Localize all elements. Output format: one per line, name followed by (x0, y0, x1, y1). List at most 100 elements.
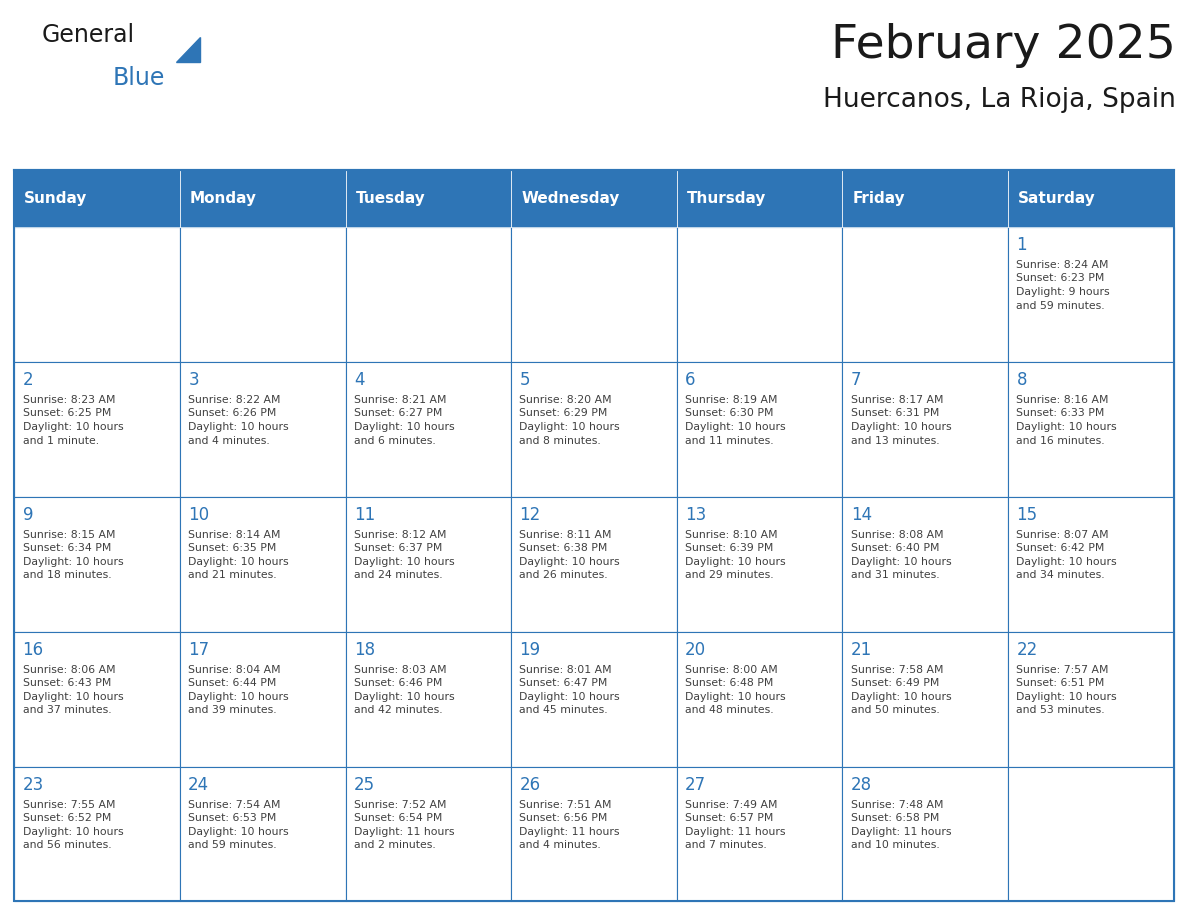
Text: Sunrise: 8:06 AM
Sunset: 6:43 PM
Daylight: 10 hours
and 37 minutes.: Sunrise: 8:06 AM Sunset: 6:43 PM Dayligh… (23, 665, 124, 715)
FancyBboxPatch shape (511, 632, 677, 767)
Text: Sunrise: 8:14 AM
Sunset: 6:35 PM
Daylight: 10 hours
and 21 minutes.: Sunrise: 8:14 AM Sunset: 6:35 PM Dayligh… (188, 530, 289, 580)
Text: Sunrise: 8:03 AM
Sunset: 6:46 PM
Daylight: 10 hours
and 42 minutes.: Sunrise: 8:03 AM Sunset: 6:46 PM Dayligh… (354, 665, 455, 715)
FancyBboxPatch shape (1009, 767, 1174, 901)
FancyBboxPatch shape (346, 170, 511, 227)
Text: Sunrise: 8:24 AM
Sunset: 6:23 PM
Daylight: 9 hours
and 59 minutes.: Sunrise: 8:24 AM Sunset: 6:23 PM Dayligh… (1017, 260, 1110, 310)
Text: Sunrise: 8:00 AM
Sunset: 6:48 PM
Daylight: 10 hours
and 48 minutes.: Sunrise: 8:00 AM Sunset: 6:48 PM Dayligh… (685, 665, 785, 715)
Text: 16: 16 (23, 641, 44, 659)
Text: 4: 4 (354, 371, 365, 389)
FancyBboxPatch shape (14, 767, 179, 901)
Text: Sunrise: 7:54 AM
Sunset: 6:53 PM
Daylight: 10 hours
and 59 minutes.: Sunrise: 7:54 AM Sunset: 6:53 PM Dayligh… (188, 800, 289, 850)
FancyBboxPatch shape (14, 497, 179, 632)
Text: 9: 9 (23, 506, 33, 524)
Text: 22: 22 (1017, 641, 1037, 659)
FancyBboxPatch shape (677, 170, 842, 227)
FancyBboxPatch shape (842, 497, 1009, 632)
FancyBboxPatch shape (842, 170, 1009, 227)
Text: 3: 3 (188, 371, 198, 389)
FancyBboxPatch shape (842, 362, 1009, 497)
Text: General: General (42, 23, 134, 47)
Text: Sunrise: 8:16 AM
Sunset: 6:33 PM
Daylight: 10 hours
and 16 minutes.: Sunrise: 8:16 AM Sunset: 6:33 PM Dayligh… (1017, 395, 1117, 445)
Text: Sunrise: 8:12 AM
Sunset: 6:37 PM
Daylight: 10 hours
and 24 minutes.: Sunrise: 8:12 AM Sunset: 6:37 PM Dayligh… (354, 530, 455, 580)
Text: Monday: Monday (190, 191, 257, 206)
Text: 23: 23 (23, 776, 44, 794)
Text: Sunrise: 7:51 AM
Sunset: 6:56 PM
Daylight: 11 hours
and 4 minutes.: Sunrise: 7:51 AM Sunset: 6:56 PM Dayligh… (519, 800, 620, 850)
FancyBboxPatch shape (677, 227, 842, 362)
Text: Sunrise: 7:55 AM
Sunset: 6:52 PM
Daylight: 10 hours
and 56 minutes.: Sunrise: 7:55 AM Sunset: 6:52 PM Dayligh… (23, 800, 124, 850)
FancyBboxPatch shape (1009, 362, 1174, 497)
Text: Tuesday: Tuesday (355, 191, 425, 206)
FancyBboxPatch shape (14, 170, 179, 227)
FancyBboxPatch shape (677, 497, 842, 632)
Text: Sunrise: 8:20 AM
Sunset: 6:29 PM
Daylight: 10 hours
and 8 minutes.: Sunrise: 8:20 AM Sunset: 6:29 PM Dayligh… (519, 395, 620, 445)
Text: 17: 17 (188, 641, 209, 659)
Text: Sunrise: 7:58 AM
Sunset: 6:49 PM
Daylight: 10 hours
and 50 minutes.: Sunrise: 7:58 AM Sunset: 6:49 PM Dayligh… (851, 665, 952, 715)
Text: Sunrise: 7:57 AM
Sunset: 6:51 PM
Daylight: 10 hours
and 53 minutes.: Sunrise: 7:57 AM Sunset: 6:51 PM Dayligh… (1017, 665, 1117, 715)
FancyBboxPatch shape (179, 227, 346, 362)
FancyBboxPatch shape (1009, 170, 1174, 227)
FancyBboxPatch shape (346, 767, 511, 901)
Text: 2: 2 (23, 371, 33, 389)
Text: 25: 25 (354, 776, 375, 794)
Text: 24: 24 (188, 776, 209, 794)
Text: 14: 14 (851, 506, 872, 524)
FancyBboxPatch shape (179, 362, 346, 497)
Text: 28: 28 (851, 776, 872, 794)
Text: 15: 15 (1017, 506, 1037, 524)
Text: Sunrise: 8:17 AM
Sunset: 6:31 PM
Daylight: 10 hours
and 13 minutes.: Sunrise: 8:17 AM Sunset: 6:31 PM Dayligh… (851, 395, 952, 445)
Text: Thursday: Thursday (687, 191, 766, 206)
Text: 5: 5 (519, 371, 530, 389)
Text: Sunrise: 8:15 AM
Sunset: 6:34 PM
Daylight: 10 hours
and 18 minutes.: Sunrise: 8:15 AM Sunset: 6:34 PM Dayligh… (23, 530, 124, 580)
Text: Sunrise: 8:22 AM
Sunset: 6:26 PM
Daylight: 10 hours
and 4 minutes.: Sunrise: 8:22 AM Sunset: 6:26 PM Dayligh… (188, 395, 289, 445)
FancyBboxPatch shape (1009, 497, 1174, 632)
Text: Sunrise: 8:04 AM
Sunset: 6:44 PM
Daylight: 10 hours
and 39 minutes.: Sunrise: 8:04 AM Sunset: 6:44 PM Dayligh… (188, 665, 289, 715)
Text: Friday: Friday (853, 191, 905, 206)
Text: 19: 19 (519, 641, 541, 659)
FancyBboxPatch shape (14, 632, 179, 767)
Text: 18: 18 (354, 641, 375, 659)
Text: 21: 21 (851, 641, 872, 659)
Text: Saturday: Saturday (1018, 191, 1095, 206)
FancyBboxPatch shape (511, 497, 677, 632)
FancyBboxPatch shape (346, 632, 511, 767)
Text: Sunrise: 7:49 AM
Sunset: 6:57 PM
Daylight: 11 hours
and 7 minutes.: Sunrise: 7:49 AM Sunset: 6:57 PM Dayligh… (685, 800, 785, 850)
FancyBboxPatch shape (677, 362, 842, 497)
Text: Sunday: Sunday (24, 191, 88, 206)
Text: Sunrise: 8:10 AM
Sunset: 6:39 PM
Daylight: 10 hours
and 29 minutes.: Sunrise: 8:10 AM Sunset: 6:39 PM Dayligh… (685, 530, 785, 580)
FancyBboxPatch shape (511, 362, 677, 497)
Text: 6: 6 (685, 371, 696, 389)
Text: 13: 13 (685, 506, 707, 524)
FancyBboxPatch shape (842, 227, 1009, 362)
FancyBboxPatch shape (346, 497, 511, 632)
FancyBboxPatch shape (677, 767, 842, 901)
Text: 11: 11 (354, 506, 375, 524)
Text: Sunrise: 8:08 AM
Sunset: 6:40 PM
Daylight: 10 hours
and 31 minutes.: Sunrise: 8:08 AM Sunset: 6:40 PM Dayligh… (851, 530, 952, 580)
Text: Sunrise: 8:23 AM
Sunset: 6:25 PM
Daylight: 10 hours
and 1 minute.: Sunrise: 8:23 AM Sunset: 6:25 PM Dayligh… (23, 395, 124, 445)
Text: 20: 20 (685, 641, 706, 659)
Text: 7: 7 (851, 371, 861, 389)
Text: Wednesday: Wednesday (522, 191, 619, 206)
FancyBboxPatch shape (179, 170, 346, 227)
FancyBboxPatch shape (14, 362, 179, 497)
FancyBboxPatch shape (842, 767, 1009, 901)
Text: February 2025: February 2025 (832, 23, 1176, 68)
FancyBboxPatch shape (511, 767, 677, 901)
FancyBboxPatch shape (179, 632, 346, 767)
Text: Sunrise: 7:48 AM
Sunset: 6:58 PM
Daylight: 11 hours
and 10 minutes.: Sunrise: 7:48 AM Sunset: 6:58 PM Dayligh… (851, 800, 952, 850)
Text: 10: 10 (188, 506, 209, 524)
FancyBboxPatch shape (346, 362, 511, 497)
FancyBboxPatch shape (179, 497, 346, 632)
Text: 27: 27 (685, 776, 706, 794)
FancyBboxPatch shape (1009, 632, 1174, 767)
FancyBboxPatch shape (14, 227, 179, 362)
Text: Sunrise: 8:07 AM
Sunset: 6:42 PM
Daylight: 10 hours
and 34 minutes.: Sunrise: 8:07 AM Sunset: 6:42 PM Dayligh… (1017, 530, 1117, 580)
Text: 8: 8 (1017, 371, 1026, 389)
Text: Sunrise: 8:19 AM
Sunset: 6:30 PM
Daylight: 10 hours
and 11 minutes.: Sunrise: 8:19 AM Sunset: 6:30 PM Dayligh… (685, 395, 785, 445)
FancyBboxPatch shape (511, 170, 677, 227)
FancyBboxPatch shape (677, 632, 842, 767)
FancyBboxPatch shape (1009, 227, 1174, 362)
Text: Sunrise: 7:52 AM
Sunset: 6:54 PM
Daylight: 11 hours
and 2 minutes.: Sunrise: 7:52 AM Sunset: 6:54 PM Dayligh… (354, 800, 454, 850)
Text: Sunrise: 8:11 AM
Sunset: 6:38 PM
Daylight: 10 hours
and 26 minutes.: Sunrise: 8:11 AM Sunset: 6:38 PM Dayligh… (519, 530, 620, 580)
Text: Sunrise: 8:21 AM
Sunset: 6:27 PM
Daylight: 10 hours
and 6 minutes.: Sunrise: 8:21 AM Sunset: 6:27 PM Dayligh… (354, 395, 455, 445)
Text: 26: 26 (519, 776, 541, 794)
